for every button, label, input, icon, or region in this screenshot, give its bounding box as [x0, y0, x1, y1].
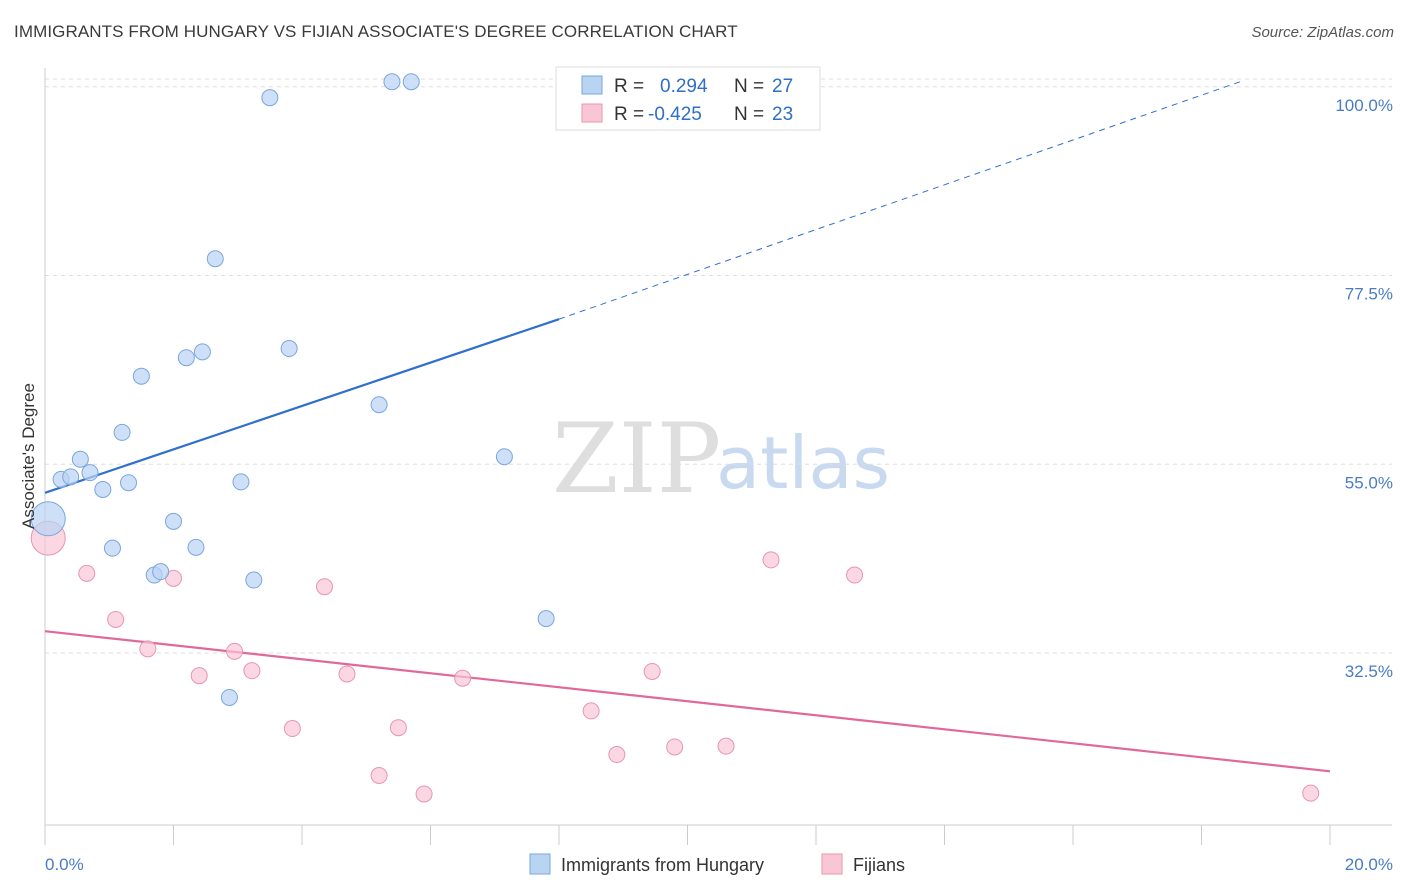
point-fijians-16	[608, 746, 626, 764]
point-hungary-11	[152, 563, 170, 581]
point-hungary-23	[383, 73, 401, 91]
legend-n-value-1: 27	[772, 76, 793, 97]
tick-labels: 100.0% 77.5% 55.0% 32.5% 0.0% 20.0%	[45, 96, 1393, 874]
bottom-legend-hungary: Immigrants from Hungary	[561, 855, 764, 875]
point-hungary-26	[537, 610, 555, 628]
point-hungary-25	[495, 448, 513, 466]
point-fijians-6	[226, 642, 244, 660]
point-hungary-0	[30, 501, 66, 537]
legend-n-value-2: 23	[772, 104, 793, 125]
point-hungary-3	[71, 450, 89, 468]
bottom-legend-fijians: Fijians	[853, 855, 905, 875]
data-points	[30, 73, 1320, 803]
source-label: Source: ZipAtlas.com	[1251, 24, 1394, 41]
x-tick-label-left: 0.0%	[45, 855, 84, 874]
legend-n-label-2: N =	[734, 104, 764, 125]
point-hungary-14	[187, 538, 205, 556]
gridlines	[45, 78, 1392, 654]
legend-r-label-1: R =	[614, 76, 644, 97]
series-legend: Immigrants from Hungary Fijians	[529, 853, 905, 875]
y-tick-label-2: 55.0%	[1345, 473, 1393, 492]
point-fijians-17	[643, 662, 661, 680]
trend-lines	[44, 81, 1331, 773]
legend-r-value-2: -0.425	[648, 104, 702, 125]
point-fijians-14	[454, 669, 472, 687]
bottom-swatch-hungary	[529, 853, 551, 875]
point-hungary-7	[113, 423, 131, 441]
point-fijians-11	[370, 767, 388, 785]
point-fijians-2	[107, 610, 125, 628]
point-fijians-3	[139, 640, 157, 658]
legend-swatch-fijians	[581, 103, 603, 123]
legend-r-label-2: R =	[614, 104, 644, 125]
point-hungary-21	[280, 340, 298, 358]
point-fijians-22	[1302, 784, 1320, 802]
trend-line-fijians	[44, 630, 1331, 773]
point-fijians-12	[389, 719, 407, 737]
point-hungary-8	[120, 474, 138, 492]
point-fijians-19	[717, 737, 735, 755]
point-hungary-2	[62, 468, 80, 486]
point-hungary-18	[232, 473, 250, 491]
y-tick-label-0: 100.0%	[1335, 96, 1393, 115]
point-hungary-24	[402, 73, 420, 91]
watermark-atlas: atlas	[716, 421, 890, 505]
point-fijians-13	[415, 785, 433, 803]
point-fijians-10	[338, 665, 356, 683]
y-tick-label-3: 32.5%	[1345, 662, 1393, 681]
point-fijians-8	[283, 720, 301, 738]
point-fijians-1	[78, 564, 96, 582]
point-hungary-22	[370, 396, 388, 414]
point-fijians-7	[243, 662, 261, 680]
correlation-legend: R = 0.294 N = 27 R = -0.425 N = 23	[555, 66, 821, 131]
point-fijians-18	[666, 738, 684, 756]
point-hungary-5	[94, 480, 112, 498]
point-fijians-9	[315, 578, 333, 596]
point-fijians-15	[582, 702, 600, 720]
point-hungary-9	[132, 367, 150, 385]
point-fijians-5	[190, 667, 208, 685]
point-fijians-20	[762, 551, 780, 569]
bottom-swatch-fijians	[821, 853, 843, 875]
legend-swatch-hungary	[581, 75, 603, 95]
point-hungary-20	[261, 89, 279, 107]
legend-r-value-1: 0.294	[660, 76, 708, 97]
point-fijians-21	[846, 566, 864, 584]
y-axis-title: Associate's Degree	[19, 383, 38, 529]
trend-line-hungary	[44, 318, 560, 494]
point-hungary-6	[103, 539, 121, 557]
axes	[44, 68, 1392, 845]
y-tick-label-1: 77.5%	[1345, 285, 1393, 304]
point-hungary-15	[193, 343, 211, 361]
legend-n-label-1: N =	[734, 76, 764, 97]
point-hungary-16	[206, 250, 224, 268]
point-hungary-13	[177, 349, 195, 367]
point-hungary-17	[220, 688, 238, 706]
point-hungary-4	[81, 464, 99, 482]
watermark-zip: ZIP	[552, 403, 721, 515]
point-hungary-19	[245, 571, 263, 589]
chart-title: IMMIGRANTS FROM HUNGARY VS FIJIAN ASSOCI…	[14, 22, 738, 41]
x-tick-label-right: 20.0%	[1345, 855, 1393, 874]
point-hungary-12	[165, 512, 182, 530]
